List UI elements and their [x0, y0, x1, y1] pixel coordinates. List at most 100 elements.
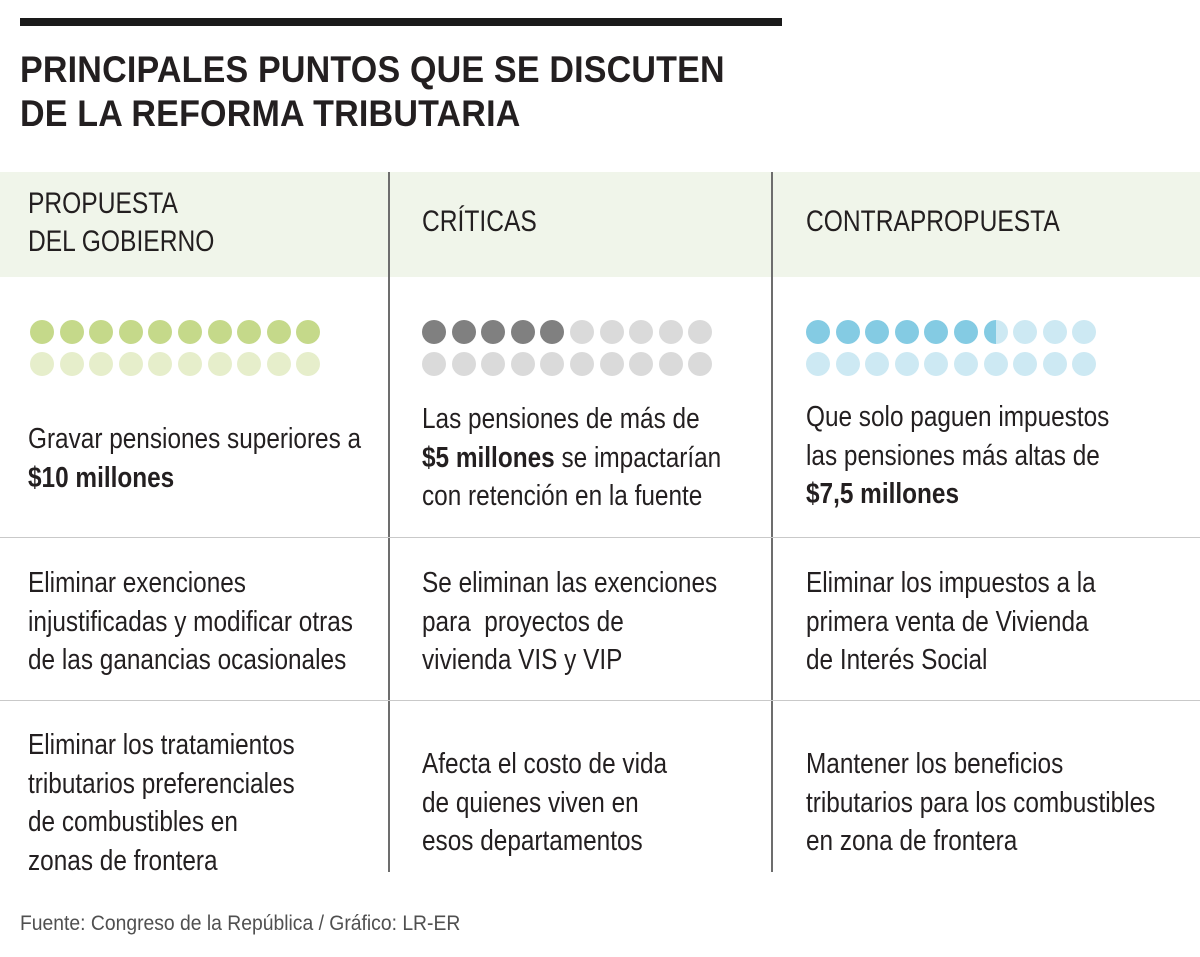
indicator-dot	[658, 320, 683, 344]
indicator-dot	[835, 352, 860, 376]
row3-contra-line-3: en zona de frontera	[806, 825, 1018, 857]
row1-criticas-line-1: Las pensiones de más de	[422, 403, 700, 435]
dots-criticas	[422, 320, 713, 376]
indicator-dot	[422, 320, 446, 344]
indicator-dot	[207, 352, 232, 376]
indicator-dot	[1072, 320, 1097, 344]
indicator-dot	[599, 320, 624, 344]
column-divider-1	[388, 172, 390, 872]
indicator-dot	[237, 352, 262, 376]
row-divider-1	[0, 537, 1200, 538]
indicator-dot	[89, 352, 114, 376]
indicator-dot	[599, 352, 624, 376]
row2-propuesta-line-3: de las ganancias ocasionales	[28, 644, 347, 676]
header-contrapropuesta: CONTRAPROPUESTA	[806, 205, 1060, 238]
indicator-dot	[59, 320, 84, 344]
indicator-dot	[451, 352, 476, 376]
row2-contrapropuesta: Eliminar los impuestos a la primera vent…	[806, 564, 1096, 680]
row3-criticas: Afecta el costo de vida de quienes viven…	[422, 745, 667, 861]
title-line-2: DE LA REFORMA TRIBUTARIA	[20, 93, 521, 134]
indicator-dot	[148, 320, 173, 344]
indicator-dot	[118, 320, 143, 344]
indicator-dot	[865, 320, 890, 344]
row2-criticas-line-3: vivienda VIS y VIP	[422, 644, 623, 676]
header-criticas: CRÍTICAS	[422, 205, 537, 238]
indicator-dot	[806, 320, 830, 344]
indicator-dot	[481, 352, 506, 376]
indicator-dot	[688, 352, 713, 376]
indicator-dot	[1072, 352, 1097, 376]
row1-contra-line-2: las pensiones más altas de	[806, 439, 1100, 472]
indicator-dot	[540, 320, 565, 344]
indicator-dot	[1042, 320, 1067, 344]
title-line-1: PRINCIPALES PUNTOS QUE SE DISCUTEN	[20, 49, 725, 90]
indicator-dot	[983, 352, 1008, 376]
source-footer: Fuente: Congreso de la República / Gráfi…	[20, 912, 461, 935]
indicator-dot	[629, 320, 654, 344]
row2-contra-line-3: de Interés Social	[806, 644, 988, 676]
row3-criticas-line-1: Afecta el costo de vida	[422, 748, 668, 780]
indicator-dot	[953, 352, 978, 376]
indicator-dot	[89, 320, 114, 344]
indicator-dot	[237, 320, 262, 344]
indicator-dot	[177, 352, 202, 376]
header-propuesta: PROPUESTA DEL GOBIERNO	[28, 185, 214, 261]
indicator-dot	[835, 320, 860, 344]
indicator-dot	[451, 320, 476, 344]
row-divider-2	[0, 700, 1200, 701]
dots-contrapropuesta	[806, 320, 1097, 376]
indicator-dot	[569, 320, 594, 344]
indicator-dot	[481, 320, 506, 344]
row2-propuesta-line-1: Eliminar exenciones	[28, 567, 246, 599]
header-propuesta-line-2: DEL GOBIERNO	[28, 225, 215, 258]
row3-contra-line-1: Mantener los beneficios	[806, 748, 1064, 780]
row1-criticas-line-3: con retención en la fuente	[422, 480, 703, 512]
indicator-dot	[266, 320, 291, 344]
indicator-dot	[207, 320, 232, 344]
indicator-dot	[30, 352, 54, 376]
indicator-dot	[296, 352, 321, 376]
row1-propuesta-amount: $10 millones	[28, 461, 175, 494]
indicator-dot	[806, 352, 830, 376]
indicator-dot	[510, 352, 535, 376]
row1-contra-amount: $7,5 millones	[806, 478, 960, 510]
row2-propuesta-line-2: injustificadas y modificar otras	[28, 605, 353, 638]
indicator-dot	[266, 352, 291, 376]
indicator-dot	[118, 352, 143, 376]
indicator-dot	[629, 352, 654, 376]
indicator-dot	[894, 352, 919, 376]
indicator-dot	[1042, 352, 1067, 376]
row3-propuesta: Eliminar los tratamientos tributarios pr…	[28, 726, 295, 880]
indicator-dot	[510, 320, 535, 344]
row3-criticas-line-2: de quienes viven en	[422, 786, 639, 819]
indicator-dot	[59, 352, 84, 376]
row3-contrapropuesta: Mantener los beneficios tributarios para…	[806, 745, 1155, 861]
row3-contra-line-2: tributarios para los combustibles	[806, 786, 1156, 819]
column-divider-2	[771, 172, 773, 872]
indicator-dot	[688, 320, 713, 344]
row1-criticas-line-2-rest: se impactarían	[554, 441, 722, 474]
row3-propuesta-line-4: zonas de frontera	[28, 844, 218, 877]
row1-propuesta: Gravar pensiones superiores a $10 millon…	[28, 420, 361, 497]
indicator-dot	[177, 320, 202, 344]
indicator-dot	[865, 352, 890, 376]
row1-contra-line-1: Que solo paguen impuestos	[806, 401, 1110, 433]
indicator-dot	[30, 320, 54, 344]
column-header-band	[0, 172, 1200, 277]
top-rule	[20, 18, 782, 26]
indicator-dot	[1013, 352, 1038, 376]
row3-propuesta-line-2: tributarios preferenciales	[28, 767, 295, 800]
row2-propuesta: Eliminar exenciones injustificadas y mod…	[28, 564, 353, 680]
indicator-dot	[540, 352, 565, 376]
row1-contrapropuesta: Que solo paguen impuestos las pensiones …	[806, 398, 1109, 514]
indicator-dot	[1013, 320, 1038, 344]
row1-criticas-amount: $5 millones	[422, 441, 555, 474]
row3-propuesta-line-1: Eliminar los tratamientos	[28, 729, 295, 761]
row2-criticas-line-1: Se eliminan las exenciones	[422, 567, 718, 599]
indicator-dot	[658, 352, 683, 376]
row1-propuesta-line-1: Gravar pensiones superiores a	[28, 423, 362, 455]
indicator-dot	[569, 352, 594, 376]
indicator-dot	[953, 320, 978, 344]
indicator-dot	[894, 320, 919, 344]
row3-criticas-line-3: esos departamentos	[422, 825, 643, 857]
